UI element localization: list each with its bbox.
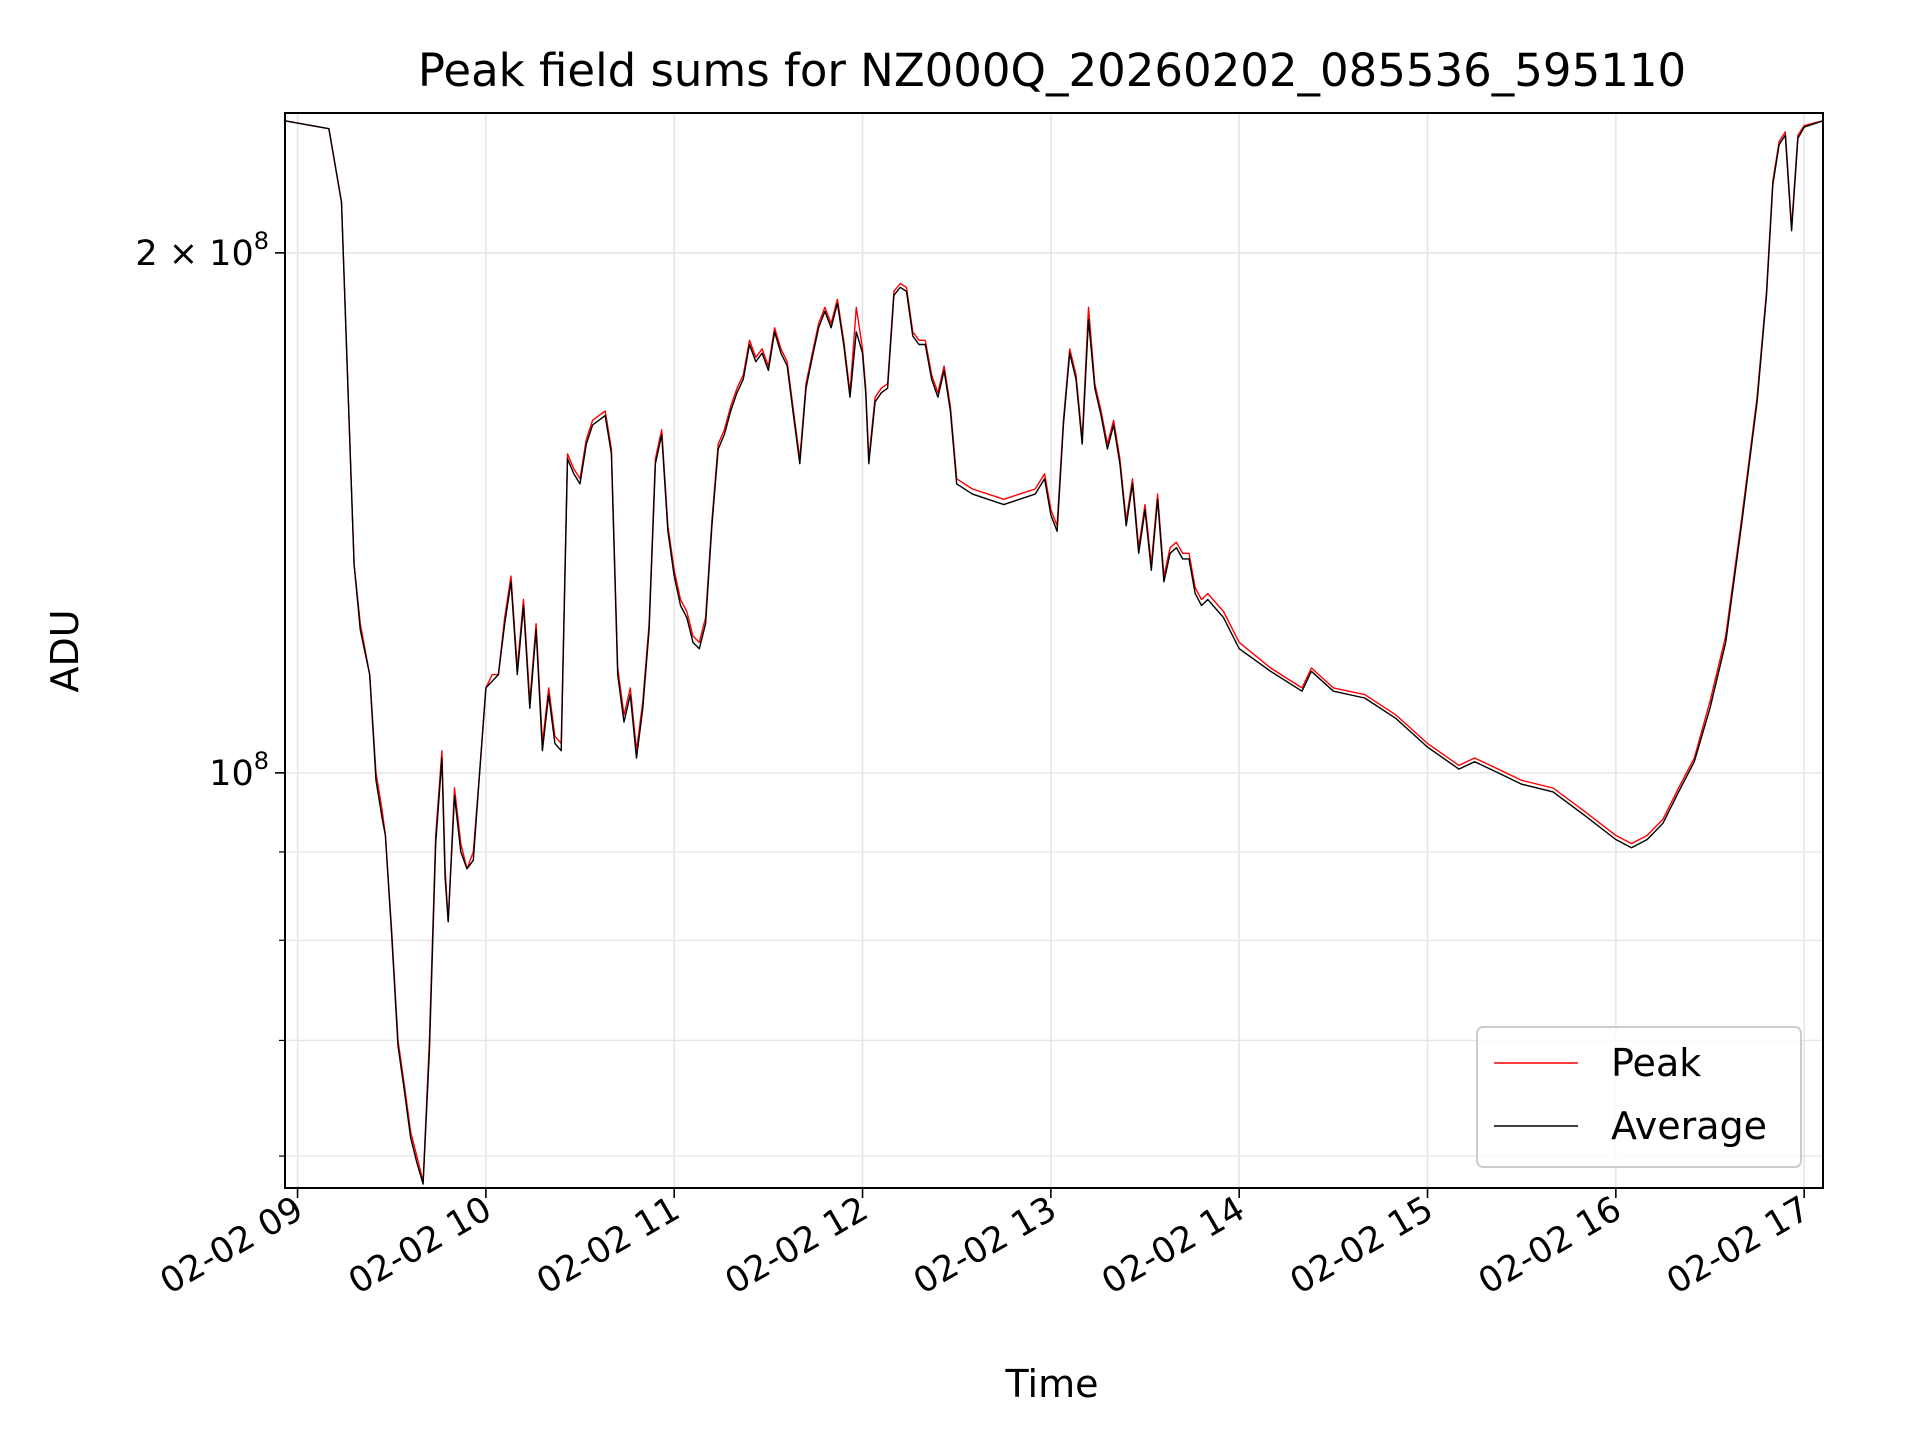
y-tick-label: 108 bbox=[209, 747, 269, 794]
y-tick-label: 2 × 108 bbox=[135, 227, 269, 274]
chart-title: Peak field sums for NZ000Q_20260202_0855… bbox=[418, 44, 1686, 97]
legend-label-average: Average bbox=[1611, 1104, 1767, 1148]
grid-lines bbox=[285, 113, 1823, 1188]
legend: Peak Average bbox=[1476, 1026, 1802, 1168]
series-line-average bbox=[284, 120, 1824, 1185]
series-lines bbox=[284, 120, 1824, 1185]
y-tick-label-exponent: 8 bbox=[254, 747, 269, 775]
y-tick-label-exponent: 8 bbox=[254, 227, 269, 255]
y-tick-label-base: 2 × 10 bbox=[135, 234, 253, 274]
plot-area-frame bbox=[284, 112, 1824, 1189]
legend-box bbox=[1476, 1026, 1802, 1168]
legend-label-peak: Peak bbox=[1611, 1041, 1701, 1085]
x-axis-label: Time bbox=[1005, 1362, 1099, 1406]
y-axis-label: ADU bbox=[43, 609, 87, 692]
y-tick-label-base: 10 bbox=[209, 754, 254, 794]
